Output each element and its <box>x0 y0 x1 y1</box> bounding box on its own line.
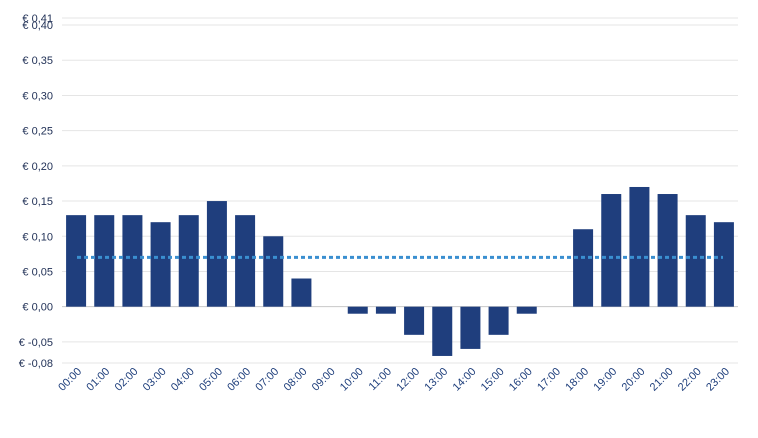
x-tick-label: 02:00 <box>113 366 141 394</box>
x-tick-label: 23:00 <box>704 366 732 394</box>
bar-0000 <box>66 215 87 307</box>
x-tick-label: 09:00 <box>310 366 338 394</box>
bar-2000 <box>629 186 650 307</box>
bar-0300 <box>150 222 171 307</box>
bar-1300 <box>432 306 453 356</box>
bar-1100 <box>375 306 396 314</box>
bar-0700 <box>263 236 284 307</box>
x-tick-label: 20:00 <box>620 366 648 394</box>
x-tick-label: 14:00 <box>451 366 479 394</box>
x-tick-label: 00:00 <box>56 366 84 394</box>
bar-0800 <box>291 278 312 307</box>
bar-0500 <box>206 201 227 307</box>
x-tick-label: 22:00 <box>676 366 704 394</box>
y-tick-label: € 0,05 <box>22 266 53 278</box>
y-tick-label: € -0,05 <box>19 337 53 349</box>
x-tick-label: 11:00 <box>367 366 394 393</box>
x-tick-label: 18:00 <box>563 366 591 394</box>
y-tick-label: € 0,10 <box>22 231 53 243</box>
x-tick-label: 07:00 <box>253 366 281 394</box>
x-tick-label: 06:00 <box>225 366 253 394</box>
bar-0600 <box>235 215 256 307</box>
y-tick-label: € 0,41 <box>22 13 53 25</box>
x-tick-label: 05:00 <box>197 366 225 394</box>
bar-1500 <box>488 306 509 335</box>
y-tick-label: € 0,15 <box>22 196 53 208</box>
x-tick-label: 04:00 <box>169 366 197 394</box>
y-axis-ticks: € 0,41€ 0,40 € 0,35 € 0,30 € 0,25 € 0,20 € 0,… <box>19 13 53 370</box>
x-tick-label: 17:00 <box>535 366 563 394</box>
bar-0100 <box>94 215 115 307</box>
bars <box>66 186 734 356</box>
y-tick-label: € -0,08 <box>19 358 53 370</box>
bar-0400 <box>178 215 199 307</box>
y-tick-label: € 0,40 <box>22 20 53 32</box>
bar-2100 <box>657 194 678 307</box>
x-tick-label: 08:00 <box>282 366 310 394</box>
x-tick-label: 01:00 <box>84 366 112 394</box>
x-tick-label: 21:00 <box>648 366 676 394</box>
gridlines <box>62 17 738 364</box>
bar-1400 <box>460 306 481 349</box>
bar-1800 <box>573 229 594 307</box>
bar-1200 <box>404 306 425 335</box>
bar-1000 <box>347 306 368 314</box>
x-tick-label: 15:00 <box>479 366 507 394</box>
y-tick-label: € 0,20 <box>22 161 53 173</box>
y-tick-label: € 0,00 <box>22 302 53 314</box>
bar-1600 <box>516 306 537 314</box>
y-tick-label: € 0,30 <box>22 90 53 102</box>
bar-1900 <box>601 194 622 307</box>
bar-2300 <box>713 222 734 307</box>
x-tick-label: 16:00 <box>507 366 535 394</box>
x-tick-label: 12:00 <box>394 366 422 394</box>
x-tick-label: 03:00 <box>141 366 169 394</box>
y-tick-label: € 0,25 <box>22 126 53 138</box>
x-tick-label: 10:00 <box>338 366 366 394</box>
x-tick-label: 19:00 <box>591 366 619 394</box>
bar-2200 <box>685 215 706 307</box>
x-axis-ticks: 00:00 01:00 02:00 03:00 04:00 05:00 06:00 07:00… <box>56 366 732 394</box>
bar-0200 <box>122 215 143 307</box>
x-tick-label: 13:00 <box>422 366 450 394</box>
y-tick-label: € 0,35 <box>22 55 53 67</box>
